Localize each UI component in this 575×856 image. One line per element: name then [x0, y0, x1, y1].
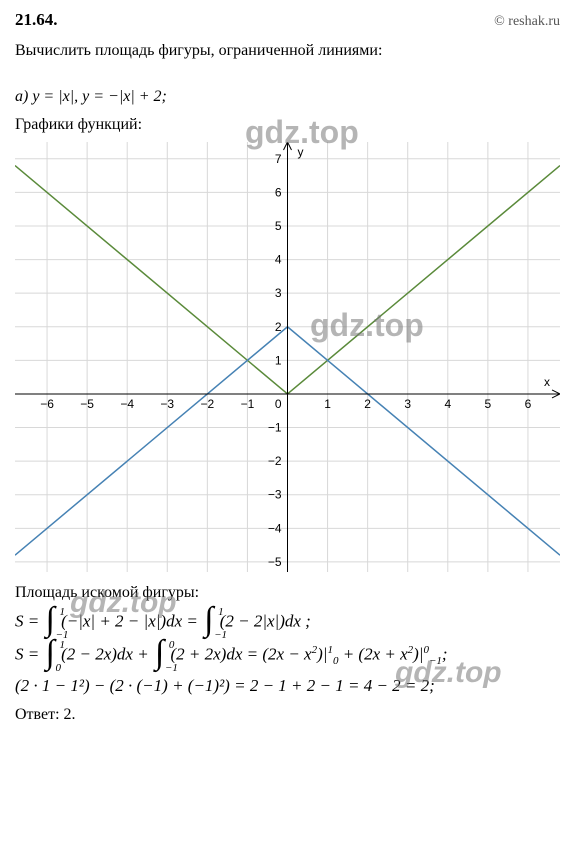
- equation-3: gdz.top (2 · 1 − 1²) − (2 · (−1) + (−1)²…: [15, 676, 560, 696]
- svg-text:x: x: [544, 375, 550, 389]
- graphs-subtitle: Графики функций:: [15, 116, 560, 134]
- svg-text:−4: −4: [268, 521, 282, 535]
- area-title: Площадь искомой фигуры:: [15, 584, 560, 602]
- svg-text:−6: −6: [40, 397, 54, 411]
- function-graph: −6 −5 −4 −3 −2 −1 1 2 3 4 5 6 −5 −4 −3 −2 −1 1 2 3 4 5 6 7 x y 0: [15, 142, 560, 572]
- svg-text:y: y: [298, 145, 304, 159]
- svg-text:−3: −3: [160, 397, 174, 411]
- task-statement: Вычислить площадь фигуры, ограниченной л…: [15, 42, 560, 60]
- svg-text:6: 6: [275, 185, 282, 199]
- svg-text:1: 1: [324, 397, 331, 411]
- svg-text:7: 7: [275, 152, 282, 166]
- svg-text:1: 1: [275, 353, 282, 367]
- svg-text:−2: −2: [201, 397, 215, 411]
- answer-line: Ответ: 2.: [15, 706, 560, 724]
- svg-text:5: 5: [485, 397, 492, 411]
- svg-text:5: 5: [275, 219, 282, 233]
- svg-text:4: 4: [444, 397, 451, 411]
- svg-text:−1: −1: [241, 397, 255, 411]
- source-link: © reshak.ru: [494, 14, 560, 30]
- equation-1: gdz.top S = ∫1−1 (−|x| + 2 − |x|)dx = ∫1…: [15, 610, 560, 635]
- svg-text:−2: −2: [268, 454, 282, 468]
- svg-text:3: 3: [275, 286, 282, 300]
- part-a-equations: а) y = |x|, y = −|x| + 2;: [15, 88, 560, 106]
- svg-text:4: 4: [275, 253, 282, 267]
- svg-text:−4: −4: [120, 397, 134, 411]
- svg-text:−5: −5: [268, 555, 282, 569]
- svg-text:6: 6: [525, 397, 532, 411]
- chart-container: gdz.top gdz.top −6−5−4−3−2−1123456−5−4−3…: [15, 142, 560, 572]
- svg-text:−3: −3: [268, 488, 282, 502]
- svg-text:−5: −5: [80, 397, 94, 411]
- svg-text:−1: −1: [268, 421, 282, 435]
- problem-number: 21.64.: [15, 10, 58, 30]
- svg-text:3: 3: [404, 397, 411, 411]
- svg-text:2: 2: [364, 397, 371, 411]
- equation-2: S = ∫10 (2 − 2x)dx + ∫0−1 (2 + 2x)dx = (…: [15, 643, 560, 668]
- svg-text:0: 0: [275, 397, 282, 411]
- svg-text:2: 2: [275, 320, 282, 334]
